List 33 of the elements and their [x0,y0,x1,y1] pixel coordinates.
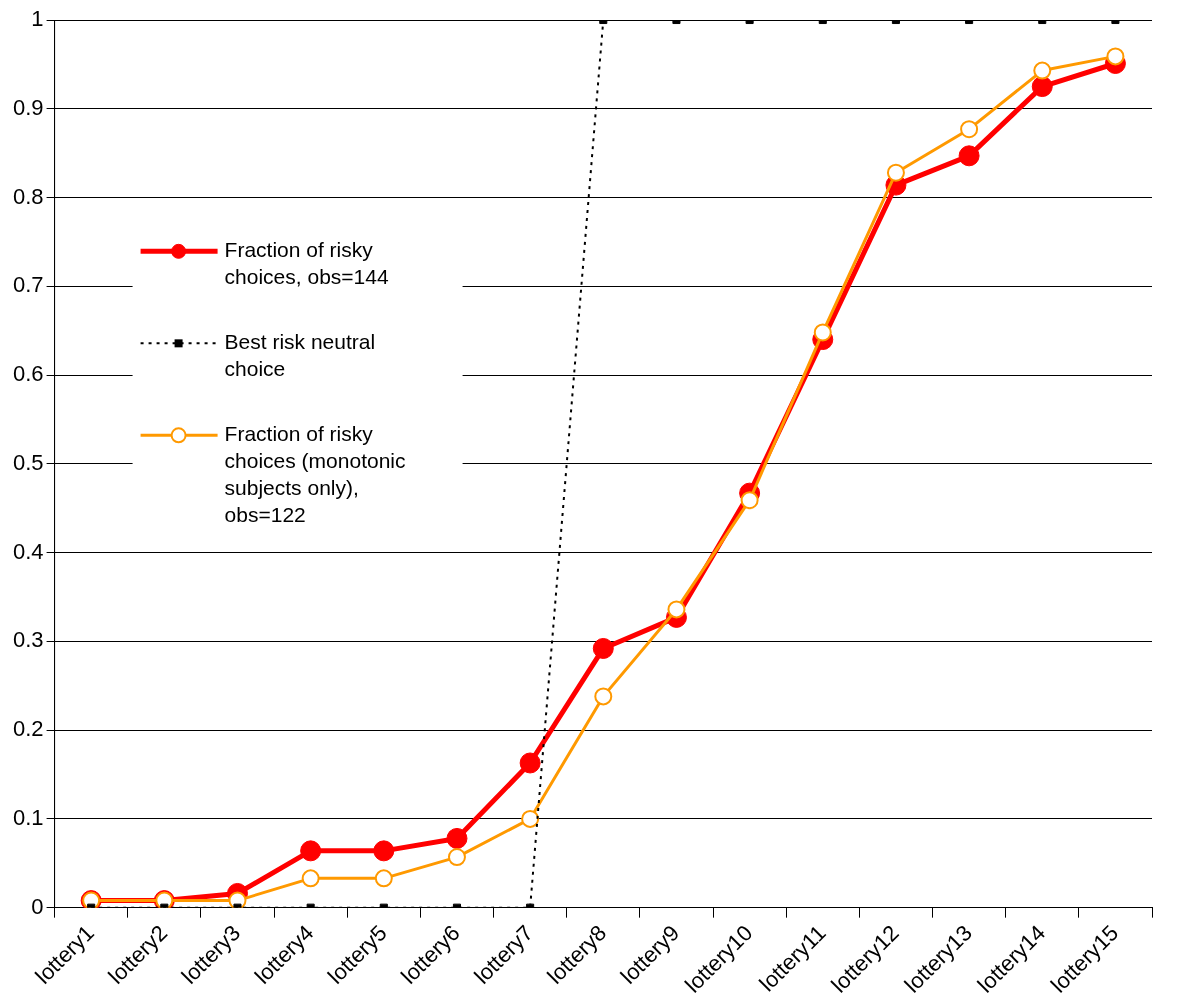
y-tick-label: 0.9 [12,94,44,120]
y-tick-label: 0.2 [12,716,44,742]
point [300,840,322,862]
y-tick-label: 0 [31,893,44,919]
point [447,848,466,867]
y-tick-label: 0.5 [12,449,44,475]
point [1033,61,1052,80]
point [592,637,614,659]
y-tick-label: 0.8 [12,183,44,209]
y-tick-label: 0.3 [12,627,44,653]
point [374,869,393,888]
point [594,687,613,706]
y-tick-label: 0.1 [12,804,44,830]
point [1031,76,1053,98]
point [960,120,979,139]
point [301,869,320,888]
legend-label: Fraction of risky choices (monotonic subjects only), obs=122 [224,422,406,527]
point [446,827,468,849]
point [667,600,686,619]
y-tick-label: 0.7 [12,272,44,298]
y-tick-label: 0.6 [12,361,44,387]
point [519,752,541,774]
point [1106,47,1125,66]
point [373,840,395,862]
point [958,145,980,167]
point [886,163,905,182]
y-tick-label: 0.4 [12,538,44,564]
legend-label: Best risk neutral choice [224,330,376,381]
point [813,323,832,342]
point [740,491,759,510]
y-tick-label: 1 [31,6,44,32]
point [521,809,540,828]
legend-label: Fraction of risky choices, obs=144 [224,238,389,289]
